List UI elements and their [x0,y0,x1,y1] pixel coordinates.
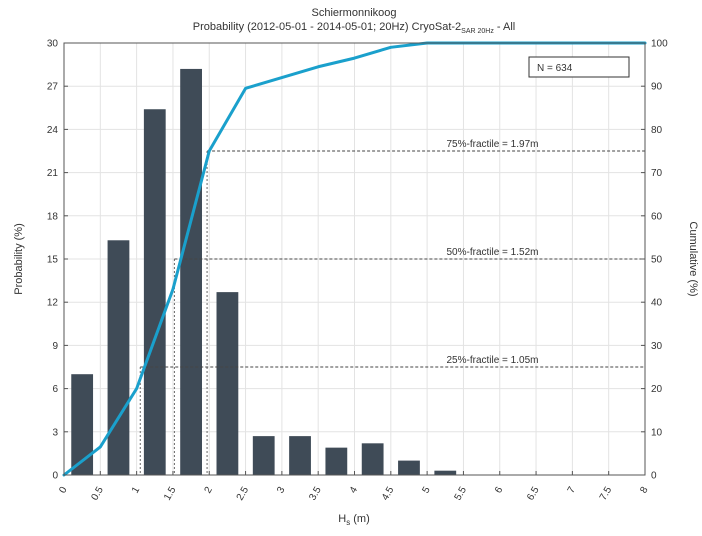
y-tick-label-left: 15 [47,255,59,266]
y-tick-label-left: 24 [47,125,59,136]
y-tick-label-left: 21 [47,168,59,179]
y-tick-label-left: 30 [47,39,59,50]
y-tick-label-left: 9 [52,341,58,352]
probability-bar [143,109,166,476]
probability-bar [289,436,311,475]
x-tick-label: 2.5 [235,485,252,503]
probability-bar [434,470,457,475]
fractile-label: 75%-fractile = 1.97m [446,139,538,150]
x-tick-label: 6 [493,485,506,496]
x-tick-label: 5 [420,485,433,496]
y-tick-label-right: 30 [651,341,663,352]
y-tick-label-right: 90 [651,82,663,93]
probability-bar [361,443,384,475]
x-tick-label: 6.5 [525,485,542,503]
fractile-labels: 75%-fractile = 1.97m 50%-fractile = 1.52m… [446,139,538,366]
x-tick-label: 3 [275,485,288,496]
y-axis-label-left: Probability (%) [13,223,25,295]
x-tick-label: 3.5 [307,485,324,503]
x-tick-label: 7 [566,485,579,496]
x-tick-label: 5.5 [453,485,470,503]
y-tick-label-right: 80 [651,125,663,136]
n-label: N = 634 [537,63,573,74]
x-tick-label: 0.5 [89,485,106,503]
y-tick-label-right: 60 [651,211,663,222]
fractile-label: 50%-fractile = 1.52m [446,247,538,258]
bar-series [71,68,457,476]
probability-bar [71,374,94,475]
chart-subtitle: Probability (2012-05-01 - 2014-05-01; 20… [193,21,516,35]
y-tick-label-left: 0 [52,471,58,482]
x-axis-label: Hs (m) [338,513,370,527]
x-tick-label: 0 [57,485,70,496]
fractile-label: 25%-fractile = 1.05m [446,355,538,366]
x-tick-label: 4 [348,485,361,496]
x-tick-label: 4.5 [380,485,397,503]
y-tick-label-right: 10 [651,427,663,438]
y-axis-label-right: Cumulative (%) [687,221,699,296]
probability-bar [252,436,275,475]
x-tick-label: 2 [203,485,216,496]
probability-bar [216,292,239,475]
fractile-lines [139,150,645,475]
y-tick-label-left: 6 [52,384,58,395]
chart-title: Schiermonnikoog [312,7,397,19]
axis-ticks: 0 0.5 1 1.5 2 2.5 3 3.5 4 4.5 5 5.5 6 6.5 7 7.5 80369121… [47,39,668,503]
y-tick-label-left: 3 [52,427,58,438]
y-tick-label-right: 50 [651,255,663,266]
x-tick-label: 7.5 [598,485,615,503]
y-tick-label-right: 100 [651,39,668,50]
y-tick-label-right: 0 [651,471,657,482]
y-tick-label-left: 27 [47,82,59,93]
x-tick-label: 1.5 [162,485,179,503]
y-tick-label-right: 70 [651,168,663,179]
probability-bar [325,447,348,475]
probability-bar [107,240,130,475]
y-tick-label-right: 20 [651,384,663,395]
probability-bar [180,68,202,476]
x-tick-label: 1 [130,485,143,496]
probability-bar [398,460,420,475]
x-tick-label: 8 [638,485,651,496]
n-box [528,56,630,78]
y-tick-label-left: 18 [47,211,59,222]
y-tick-label-left: 12 [47,298,59,309]
y-tick-label-right: 40 [651,298,663,309]
